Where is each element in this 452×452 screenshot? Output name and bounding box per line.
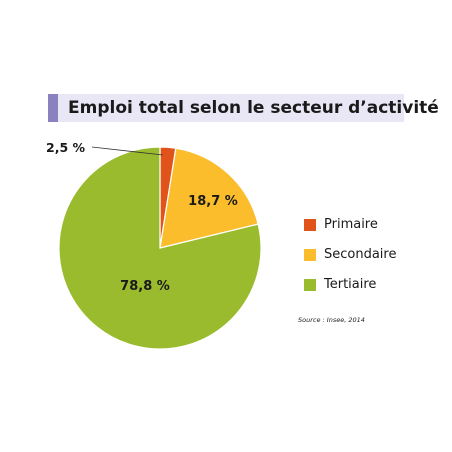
leader-line (91, 146, 164, 156)
data-label-primaire: 2,5 % (46, 140, 85, 155)
data-label-secondaire: 18,7 % (188, 194, 238, 209)
legend-swatch-primaire (304, 219, 316, 231)
title-accent-bar (48, 94, 58, 122)
legend-swatch-secondaire (304, 249, 316, 261)
chart-title-bar: Emploi total selon le secteur d’activité (48, 94, 439, 122)
legend-swatch-tertiaire (304, 279, 316, 291)
legend-label-primaire: Primaire (324, 217, 378, 232)
legend-label-tertiaire: Tertiaire (324, 277, 377, 292)
pie-slice-secondaire (159, 147, 259, 249)
data-label-tertiaire: 78,8 % (120, 279, 170, 294)
pie-slice-tertiaire (58, 146, 262, 350)
chart-title: Emploi total selon le secteur d’activité (68, 98, 439, 118)
legend-label-secondaire: Secondaire (324, 247, 397, 262)
source-note: Source : Insee, 2014 (298, 316, 365, 324)
